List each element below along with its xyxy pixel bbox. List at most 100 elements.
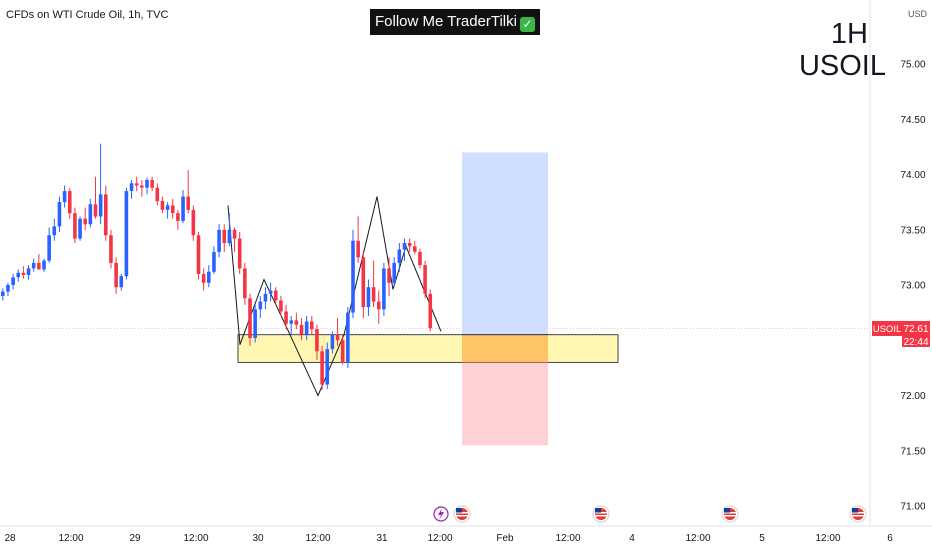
candle-body	[299, 324, 304, 335]
candle-body	[346, 312, 350, 363]
demand-zone-box	[237, 334, 619, 363]
follow-banner: Follow Me TraderTilki ✓	[370, 9, 540, 35]
candle-body	[160, 201, 165, 210]
candle-body	[16, 272, 21, 278]
candle-body	[222, 229, 227, 244]
candle-body	[93, 204, 98, 217]
last-price-badge: USOIL 72.61 22:44	[872, 321, 930, 348]
candle-body	[273, 290, 278, 301]
badge-price-bg	[902, 321, 930, 347]
candle-body	[325, 349, 330, 385]
candle-body	[1, 291, 5, 296]
time-tick-label: 12:00	[427, 533, 452, 544]
candle-body	[253, 309, 257, 338]
price-axis: 75.00 74.50 74.00 73.50 73.00 72.00 71.50 71.00	[900, 60, 925, 513]
candle-body	[42, 260, 46, 270]
time-tick-label: 12:00	[58, 533, 83, 544]
candle-body	[258, 301, 263, 310]
candle-body	[392, 262, 396, 283]
candle-body	[83, 218, 87, 225]
flag-stripe	[724, 512, 736, 514]
candle-body	[402, 243, 407, 250]
badge-symbol: USOIL	[873, 324, 902, 335]
candle-body	[397, 249, 402, 263]
time-tick-label: 4	[629, 533, 635, 544]
currency-label: USD	[908, 9, 928, 19]
candle-body	[191, 209, 196, 236]
us-flag-icon	[592, 505, 610, 523]
candle-body	[37, 262, 41, 270]
candle-body	[268, 290, 273, 294]
candle-body	[78, 218, 82, 239]
lightning-icon	[438, 508, 444, 520]
candle-body	[279, 300, 283, 312]
price-tick-label: 75.00	[900, 60, 925, 71]
us-flag-icon	[453, 505, 471, 523]
time-tick-label: 12:00	[685, 533, 710, 544]
flag-canton	[724, 508, 730, 513]
flag-stripe	[595, 512, 607, 514]
candle-body	[315, 329, 319, 352]
candle-body	[31, 262, 36, 269]
candle-body	[294, 320, 299, 325]
flag-stripe	[456, 512, 468, 514]
candle-body	[129, 183, 134, 191]
flag-stripe	[852, 515, 864, 517]
candle-body	[98, 194, 103, 217]
flag-stripe	[852, 512, 864, 514]
candle-body	[382, 268, 386, 310]
candle-body	[304, 321, 309, 335]
flag-canton	[595, 508, 601, 513]
candle-body	[201, 274, 206, 283]
target-zone	[462, 152, 548, 335]
candle-body	[366, 287, 371, 308]
candle-body	[212, 251, 216, 272]
time-tick-label: Feb	[496, 533, 514, 544]
time-tick-label: 30	[252, 533, 264, 544]
candle-body	[335, 334, 340, 341]
candle-body	[289, 320, 293, 324]
candle-body	[418, 251, 422, 266]
candle-body	[6, 285, 10, 292]
price-tick-label: 71.50	[900, 446, 925, 457]
price-tick-label: 74.50	[900, 115, 925, 126]
time-tick-label: 12:00	[305, 533, 330, 544]
candle-body	[170, 205, 175, 214]
candle-body	[140, 185, 144, 188]
time-tick-label: 5	[759, 533, 765, 544]
flag-canton	[456, 508, 462, 513]
candle-body	[73, 213, 77, 239]
candle-body	[340, 340, 345, 363]
badge-price: 72.61	[903, 324, 928, 335]
entry-overlap	[462, 334, 548, 363]
candle-body	[361, 257, 366, 308]
candle-body	[88, 204, 93, 225]
drawings-layer	[227, 152, 619, 446]
candle-body	[371, 287, 376, 302]
candle-body	[227, 229, 232, 244]
flag-canton	[852, 508, 858, 513]
candle-body	[124, 191, 129, 277]
candle-body	[243, 268, 247, 299]
time-tick-label: 31	[376, 533, 388, 544]
candle-body	[67, 191, 72, 214]
candle-body	[52, 226, 57, 236]
price-tick-label: 72.00	[900, 391, 925, 402]
timeframe-label: 1H	[830, 18, 868, 50]
candle-body	[284, 311, 288, 324]
candle-body	[26, 268, 31, 275]
candle-body	[47, 235, 51, 261]
candle-body	[104, 194, 108, 236]
candle-body	[145, 180, 149, 188]
candle-body	[423, 265, 427, 294]
chart-title: CFDs on WTI Crude Oil, 1h, TVC	[6, 9, 169, 21]
candle-body	[232, 229, 237, 239]
candle-body	[109, 235, 113, 263]
time-tick-label: 29	[129, 533, 141, 544]
time-tick-label: 28	[4, 533, 16, 544]
candle-body	[248, 298, 252, 339]
candle-body	[196, 235, 201, 274]
candle-body	[57, 202, 62, 227]
candle-body	[165, 205, 170, 210]
